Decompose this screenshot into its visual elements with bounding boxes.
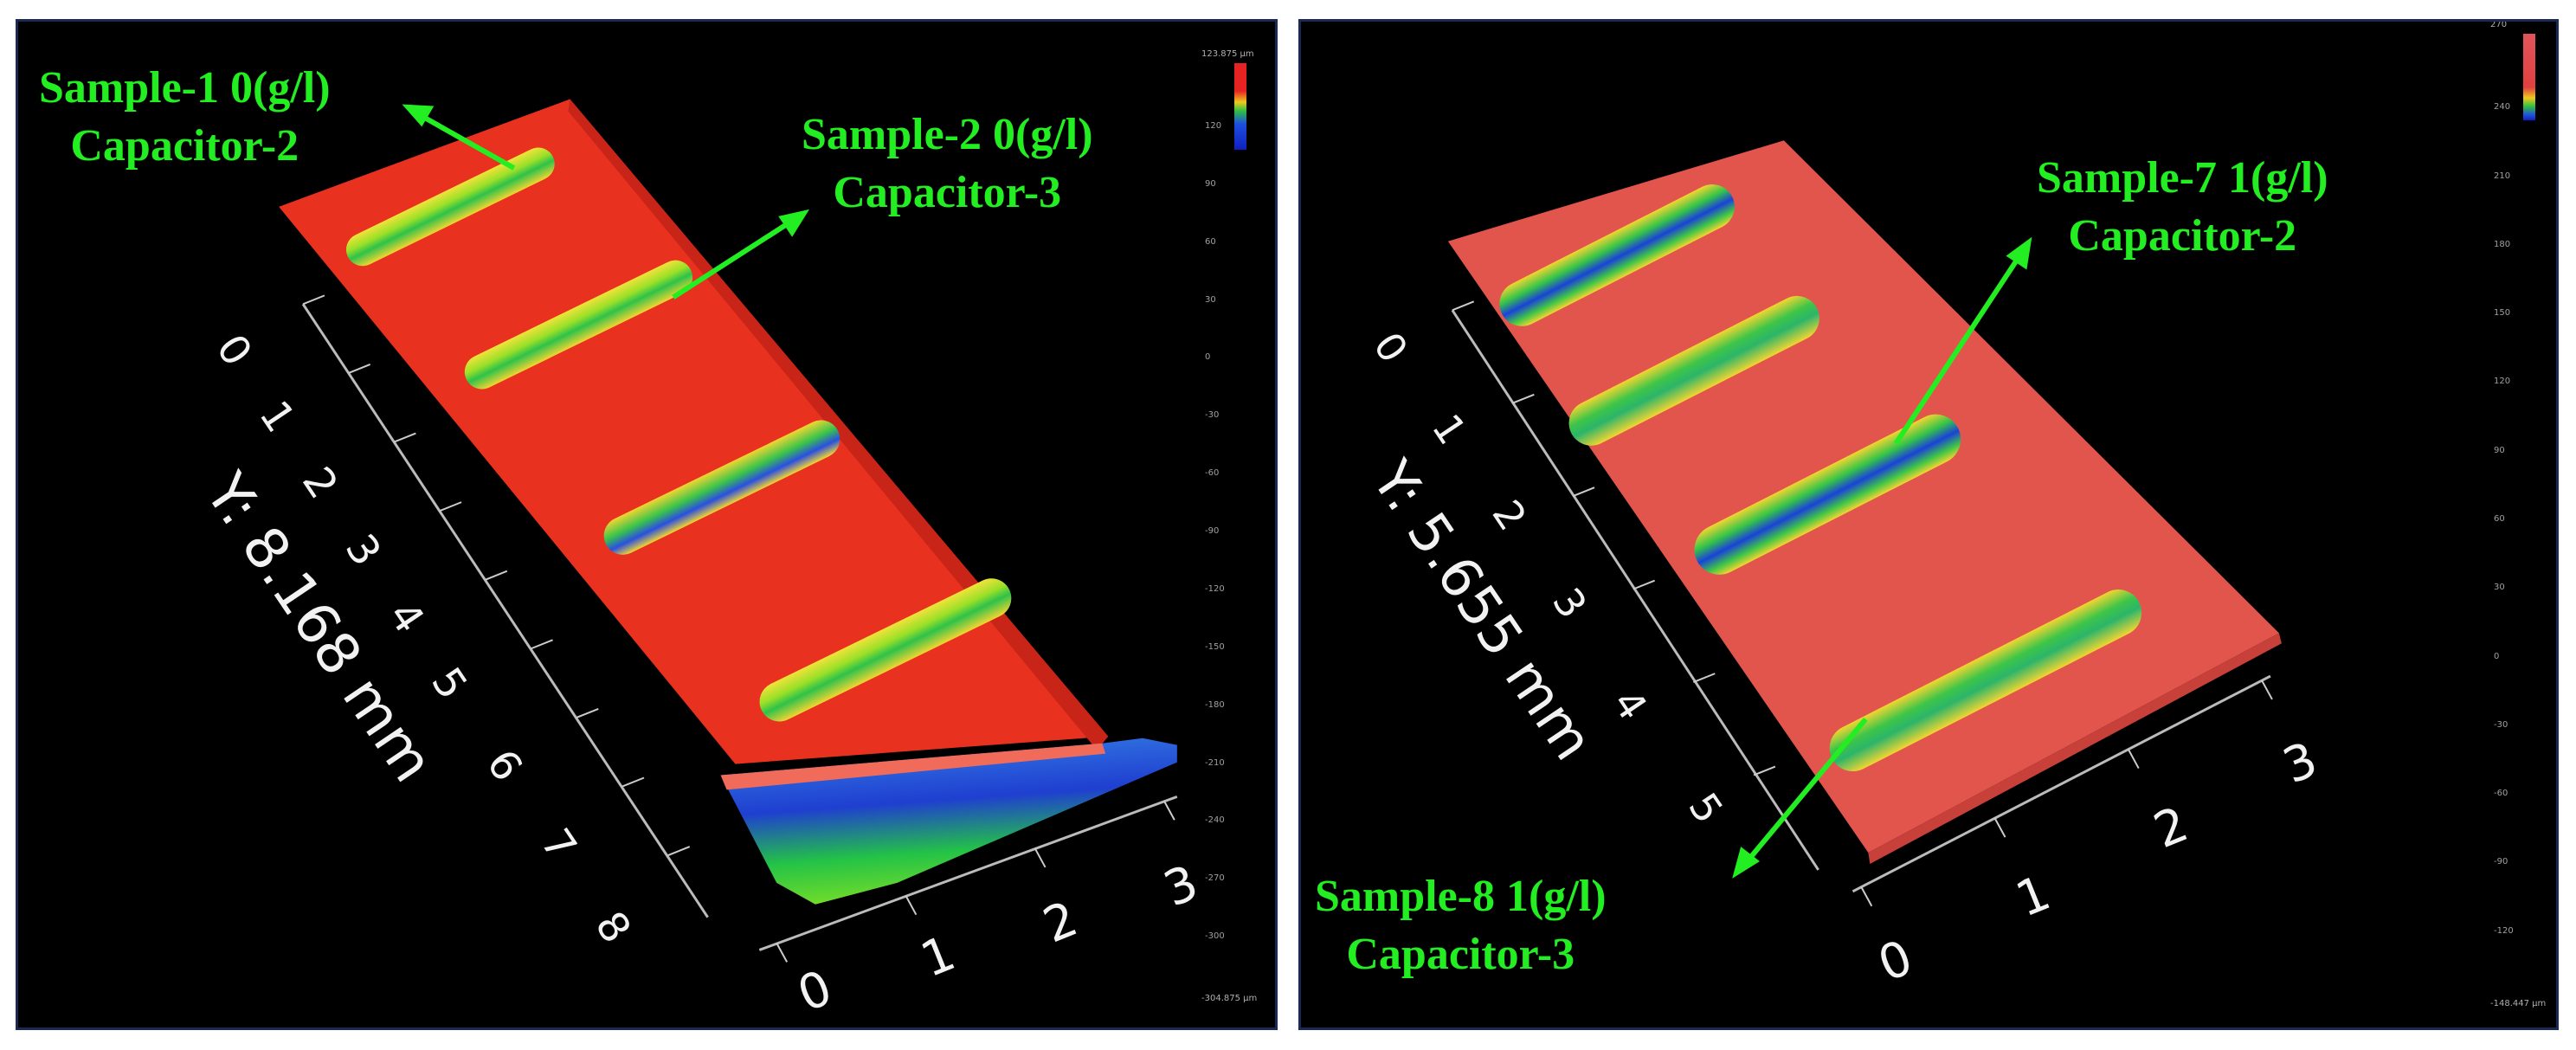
right-x-tick-3: 3 — [2276, 731, 2325, 796]
right-scale-tick: 240 — [2494, 102, 2511, 112]
left-y-tick-8: 8 — [585, 904, 640, 952]
left-scale-tick: -60 — [1205, 468, 1220, 478]
label-sample-7-line2: Capacitor-2 — [2068, 210, 2297, 261]
groove-r4 — [1829, 589, 2142, 772]
right-scale-tick: 0 — [2494, 652, 2500, 661]
left-y-tick-5: 5 — [422, 660, 476, 708]
right-x-tick-0: 0 — [1871, 930, 1920, 994]
left-x-tick-2: 2 — [1035, 891, 1085, 955]
label-sample-2: Sample-2 0(g/l) Capacitor-3 — [802, 106, 1093, 222]
label-sample-2-line2: Capacitor-3 — [833, 167, 1062, 217]
cliff-edge — [720, 738, 1177, 905]
right-y-tick-0: 0 — [1364, 325, 1416, 371]
right-scale-max: 270 — [2490, 20, 2508, 29]
right-3d-surface: 0 1 2 3 4 5 Y: 5.655 mm 0 1 2 3 — [1359, 140, 2325, 994]
left-x-tick-0: 0 — [790, 960, 840, 1024]
left-scale-min: -304.875 µm — [1201, 994, 1258, 1003]
left-scale-tick: -30 — [1205, 410, 1220, 420]
groove-2 — [464, 260, 693, 390]
left-y-tick-0: 0 — [207, 326, 261, 375]
right-scale-tick: -60 — [2494, 789, 2508, 798]
right-scale-tick: 30 — [2494, 583, 2505, 592]
red-plate — [279, 99, 1109, 764]
right-x-axis-ticks — [1860, 680, 2273, 907]
left-arrows — [402, 104, 810, 300]
label-sample-2-line1: Sample-2 0(g/l) — [802, 110, 1093, 159]
label-sample-8-line1: Sample-8 1(g/l) — [1315, 872, 1607, 921]
left-scale-tick: -90 — [1205, 526, 1220, 536]
right-scale-tick: -120 — [2494, 926, 2514, 936]
left-3d-surface: 0 1 2 3 4 5 6 7 8 Y: 8.168 mm 0 1 2 3 — [192, 99, 1206, 1024]
left-scale-max: 123.875 µm — [1201, 49, 1254, 59]
right-panel: 0 1 2 3 4 5 Y: 5.655 mm 0 1 2 3 Sample-7… — [1298, 19, 2559, 1030]
groove-r2 — [1568, 295, 1819, 446]
groove-r1 — [1499, 184, 1735, 326]
right-y-tick-2: 2 — [1483, 493, 1535, 539]
left-x-axis-ticks — [776, 800, 1175, 963]
left-y-tick-3: 3 — [336, 526, 390, 575]
left-scale-tick: -210 — [1205, 758, 1225, 768]
groove-4 — [759, 578, 1012, 722]
left-color-scale: 123.875 µm 120 90 60 30 0 -30 -60 -90 -120 -150 -1… — [1200, 49, 1262, 1003]
right-scale-tick: 60 — [2494, 514, 2505, 524]
left-y-tick-4: 4 — [379, 593, 434, 641]
left-scale-tick: -150 — [1205, 642, 1225, 652]
right-y-tick-1: 1 — [1423, 406, 1475, 453]
label-sample-8-line2: Capacitor-3 — [1346, 929, 1575, 979]
right-y-tick-3: 3 — [1543, 580, 1595, 627]
left-y-axis-ticks — [302, 294, 691, 856]
right-scale-tick: 150 — [2494, 308, 2511, 318]
left-y-tick-7: 7 — [531, 821, 586, 869]
label-sample-7-line1: Sample-7 1(g/l) — [2037, 153, 2328, 203]
left-y-tick-1: 1 — [249, 393, 304, 441]
right-scale-tick: -30 — [2494, 720, 2508, 730]
right-scale-tick: 180 — [2494, 240, 2511, 249]
right-arrows — [1732, 236, 2032, 879]
left-scale-tick: 60 — [1205, 237, 1216, 247]
left-scale-tick: 0 — [1205, 352, 1211, 362]
right-scale-tick: 120 — [2494, 377, 2511, 386]
right-y-axis-ticks — [1452, 300, 1776, 776]
left-scale-tick: -240 — [1205, 815, 1225, 825]
right-scale-bar — [2523, 34, 2535, 120]
label-sample-7: Sample-7 1(g/l) Capacitor-2 — [2037, 150, 2328, 265]
left-scale-tick: 30 — [1205, 295, 1216, 305]
groove-3 — [603, 420, 840, 555]
right-scale-tick: -90 — [2494, 857, 2508, 866]
left-scale-tick: -300 — [1205, 931, 1225, 941]
left-scale-tick: -120 — [1205, 584, 1225, 594]
right-scale-tick: 90 — [2494, 446, 2505, 455]
right-y-tick-4: 4 — [1604, 681, 1656, 728]
left-scale-tick: -270 — [1205, 873, 1225, 883]
groove-1 — [345, 147, 555, 267]
left-scale-tick: 90 — [1205, 179, 1216, 189]
right-x-tick-1: 1 — [2008, 865, 2058, 929]
left-y-tick-2: 2 — [293, 459, 347, 507]
label-sample-1-line1: Sample-1 0(g/l) — [39, 63, 331, 113]
left-y-tick-6: 6 — [477, 742, 531, 790]
right-color-scale: 270 240 210 180 150 120 90 60 30 0 -30 -60 -90 -120 … — [2489, 22, 2551, 1008]
left-x-tick-3: 3 — [1156, 854, 1206, 918]
label-sample-8: Sample-8 1(g/l) Capacitor-3 — [1315, 868, 1607, 983]
right-y-tick-5: 5 — [1679, 785, 1731, 832]
right-scale-tick: 210 — [2494, 171, 2511, 181]
left-scale-tick: 120 — [1205, 121, 1222, 131]
label-sample-1-line2: Capacitor-2 — [70, 120, 299, 171]
left-scale-bar — [1234, 63, 1246, 150]
left-scale-tick: -180 — [1205, 700, 1225, 710]
right-scale-min: -148.447 µm — [2490, 999, 2547, 1008]
groove-r3 — [1694, 414, 1961, 575]
right-x-tick-2: 2 — [2146, 796, 2195, 860]
label-sample-1: Sample-1 0(g/l) Capacitor-2 — [39, 60, 331, 175]
left-x-tick-1: 1 — [913, 925, 963, 989]
left-panel: 0 1 2 3 4 5 6 7 8 Y: 8.168 mm 0 1 2 3 Sa… — [16, 19, 1278, 1030]
